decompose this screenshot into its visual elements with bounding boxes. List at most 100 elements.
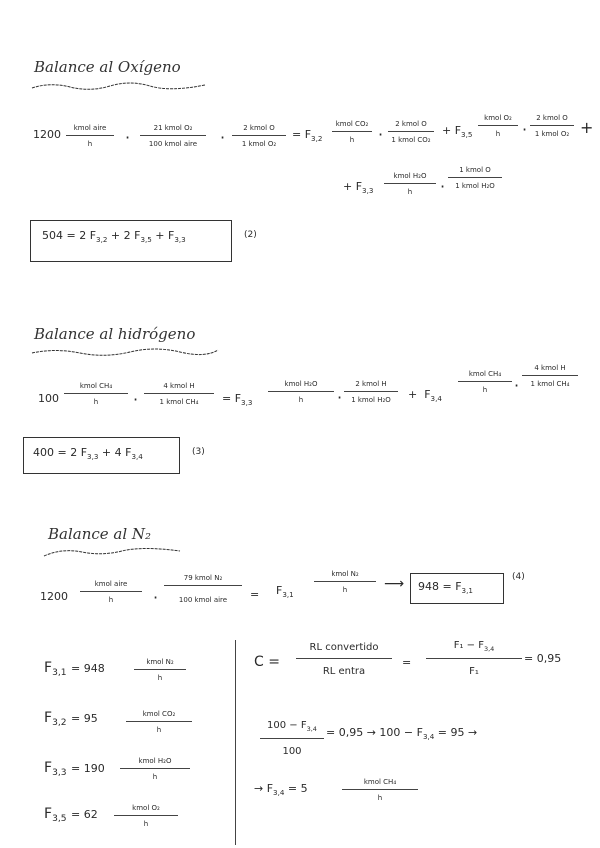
numerator: RL convertido	[296, 642, 392, 659]
sub: 3,3	[87, 452, 99, 461]
t: = 0,95 → 100 − F	[326, 726, 423, 739]
t: → F	[254, 782, 274, 795]
numerator: 1 kmol O	[448, 166, 502, 178]
denominator: 1 kmol H₂O	[455, 182, 495, 190]
lhs-value: 100	[38, 392, 59, 405]
denominator: h	[482, 386, 488, 394]
denominator: h	[156, 726, 162, 734]
wavy-underline	[31, 82, 206, 90]
f: F	[234, 392, 242, 405]
fraction: 79 kmol N₂ 100 kmol aire	[164, 574, 242, 604]
numerator: kmol H₂O	[120, 757, 190, 769]
result-box-3	[23, 437, 180, 474]
wavy-underline	[43, 548, 181, 557]
plus: +	[442, 124, 452, 137]
sub: 3,3	[362, 186, 374, 195]
t: = 5	[284, 782, 308, 795]
denominator: h	[407, 188, 413, 196]
numerator: 2 kmol O	[388, 120, 434, 132]
equation-label: (4)	[512, 572, 525, 582]
f: F	[424, 388, 431, 401]
numerator: kmol CO₂	[126, 710, 192, 722]
numerator: 2 kmol H	[344, 380, 398, 392]
f: F	[454, 124, 462, 137]
equation-label: (3)	[192, 447, 205, 457]
plus: +	[580, 118, 594, 137]
denominator: 1 kmol O₂	[534, 130, 570, 138]
denominator: h	[342, 586, 348, 594]
section-title-nitrogen: Balance al N₂	[48, 525, 152, 543]
f: F	[44, 806, 53, 822]
flow-f34: + F3,4	[408, 388, 442, 403]
equation-3: 400 = 2 F3,3 + 4 F3,4	[33, 446, 143, 461]
flow-f32: = F3,2	[292, 128, 322, 143]
sub: 3,5	[461, 130, 473, 139]
dot: ·	[337, 388, 343, 407]
t: + 4 F	[98, 446, 132, 459]
sub: 3,4	[483, 645, 495, 653]
denominator: h	[87, 140, 93, 148]
numerator: 79 kmol N₂	[164, 574, 242, 586]
dot: ·	[125, 128, 131, 147]
f: F	[355, 180, 363, 193]
fraction: kmol aire h	[66, 124, 114, 148]
numerator: F₁ − F3,4	[426, 640, 522, 659]
numerator: 4 kmol H	[144, 382, 214, 394]
denominator: RL entra	[322, 666, 366, 677]
fraction: kmol CH₄ h	[64, 382, 128, 406]
numerator: kmol CH₄	[458, 370, 512, 382]
numerator: 2 kmol O	[530, 114, 574, 126]
fraction: kmol O₂ h	[114, 804, 178, 828]
f: F	[44, 710, 53, 726]
sub: 3,3	[174, 235, 186, 244]
sub: 3,2	[311, 134, 323, 143]
equation-label: (2)	[244, 230, 257, 240]
dot: ·	[378, 125, 384, 144]
denominator: F₁	[469, 666, 479, 677]
t: 948 = F	[418, 580, 462, 593]
denominator: h	[349, 136, 355, 144]
fraction: kmol H₂O h	[384, 172, 436, 196]
denominator: 1 kmol CO₂	[391, 136, 431, 144]
numerator: kmol CO₂	[332, 120, 372, 132]
arrow-icon: ⟶	[384, 576, 405, 592]
equals: =	[292, 128, 302, 141]
numerator: 21 kmol O₂	[140, 124, 206, 136]
denominator: 100 kmol aire	[178, 596, 228, 604]
fraction: RL convertido RL entra	[296, 642, 392, 677]
dot: ·	[133, 390, 139, 409]
t: + 2 F	[107, 229, 141, 242]
fraction: kmol CH₄ h	[342, 778, 418, 802]
sub: 3,1	[52, 668, 67, 678]
dot: ·	[220, 128, 226, 147]
result-f33: F3,3 = 190	[44, 760, 105, 778]
fraction: kmol CO₂ h	[332, 120, 372, 144]
sub: 3,3	[52, 768, 67, 778]
wavy-underline	[31, 348, 219, 356]
f: F	[304, 128, 312, 141]
denominator: h	[108, 596, 114, 604]
numerator: kmol N₂	[314, 570, 376, 582]
conversion-value: = 0,95	[524, 652, 562, 665]
numerator: kmol N₂	[134, 658, 186, 670]
denominator: 1 kmol CH₄	[159, 398, 199, 406]
denominator: 100 kmol aire	[148, 140, 198, 148]
denominator: 1 kmol H₂O	[351, 396, 391, 404]
fraction: F₁ − F3,4 F₁	[426, 640, 522, 677]
fraction: kmol CH₄ h	[458, 370, 512, 394]
sub: 3,3	[241, 398, 253, 407]
t: 504 = 2 F	[42, 229, 97, 242]
result-f32: F3,2 = 95	[44, 710, 98, 728]
sub: 3,5	[140, 235, 152, 244]
t: F₁ − F	[453, 640, 484, 651]
value: = 62	[70, 808, 98, 821]
numerator: kmol H₂O	[268, 380, 334, 392]
fraction: kmol CO₂ h	[126, 710, 192, 734]
lhs-value: 1200	[33, 128, 61, 141]
fraction: kmol H₂O h	[268, 380, 334, 404]
lhs-value: 1200	[40, 590, 68, 603]
plus: +	[343, 180, 353, 193]
dot: ·	[514, 376, 520, 395]
denominator: h	[377, 794, 383, 802]
equals: =	[222, 392, 232, 405]
